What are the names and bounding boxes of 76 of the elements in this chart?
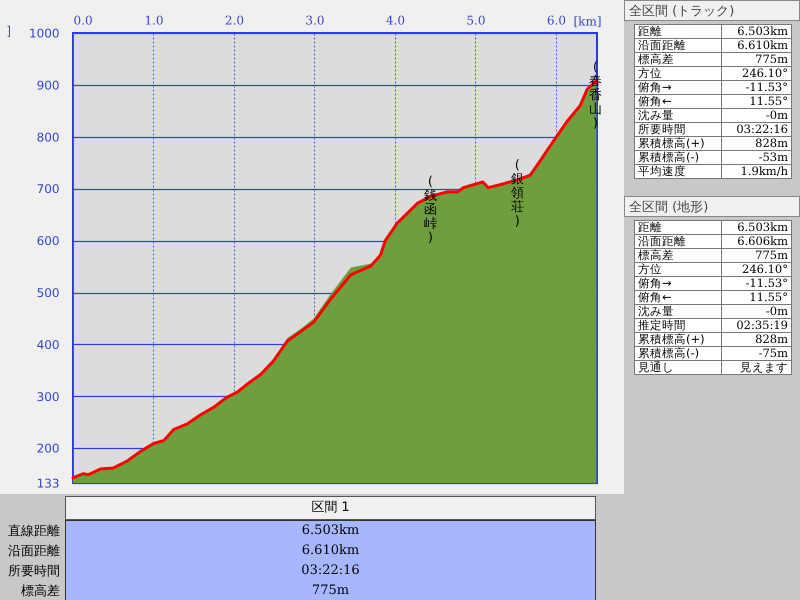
text: 見えます xyxy=(740,360,788,374)
text: -11.53° xyxy=(745,80,788,94)
category-label: 標高差 xyxy=(634,52,722,66)
text: 828m xyxy=(755,136,788,150)
category-label: 累積標高(+) xyxy=(634,136,722,150)
category-label: 沿面距離 xyxy=(634,234,722,248)
category-label: 俯角← xyxy=(634,290,722,304)
x-tick-label: 5.0 xyxy=(466,14,486,28)
text: 全区間 (地形) xyxy=(624,196,800,217)
x-tick-label: 3.0 xyxy=(305,14,325,28)
category-label: 直線距離 xyxy=(7,523,60,541)
y-axis-title: ] xyxy=(8,24,11,38)
category-label: 方位 xyxy=(634,262,722,276)
text: 区間 1 xyxy=(65,496,596,520)
y-tick-label: 800 xyxy=(36,130,60,144)
category-label: 方位 xyxy=(634,66,722,80)
text: 828m xyxy=(755,332,788,346)
category-label: 沿面距離 xyxy=(634,38,722,52)
category-label: 累積標高(-) xyxy=(634,150,722,164)
category-label: 沈み量 xyxy=(634,304,722,318)
x-tick-label: 1.0 xyxy=(144,14,164,28)
text: -11.53° xyxy=(745,276,788,290)
category-label: 沈み量 xyxy=(634,108,722,122)
x-tick-label: 6.0 xyxy=(546,14,566,28)
text: -75m xyxy=(758,346,788,360)
x-tick-label: 0.0 xyxy=(74,14,93,28)
category-label: 累積標高(+) xyxy=(634,332,722,346)
y-tick-label: 300 xyxy=(36,390,60,404)
category-label: 俯角→ xyxy=(634,276,722,290)
text: 11.55° xyxy=(749,290,788,304)
category-label: 所要時間 xyxy=(7,563,60,581)
text: -0m xyxy=(766,304,788,318)
category-label: 累積標高(-) xyxy=(634,346,722,360)
text: 03:22:16 xyxy=(736,122,788,136)
category-label: 俯角→ xyxy=(634,80,722,94)
text: 6.503km xyxy=(302,523,360,538)
text: 02:35:19 xyxy=(736,318,788,332)
y-tick-label: 400 xyxy=(36,338,60,352)
category-label: 見通し xyxy=(634,360,722,374)
text: 6.610km xyxy=(737,38,788,52)
y-tick-label: 133 xyxy=(36,476,60,490)
text: 6.610km xyxy=(302,543,360,558)
y-tick-label: 1000 xyxy=(28,26,60,40)
text: 6.503km xyxy=(737,24,788,38)
text: -53m xyxy=(758,150,788,164)
category-label: 標高差 xyxy=(634,248,722,262)
x-tick-label: 2.0 xyxy=(224,14,244,28)
category-label: 沿面距離 xyxy=(7,543,60,561)
category-label: 平均速度 xyxy=(634,164,722,178)
category-label: 俯角← xyxy=(634,94,722,108)
text: -0m xyxy=(766,108,788,122)
category-label: 距離 xyxy=(634,24,722,38)
text: 775m xyxy=(755,52,788,66)
category-label: 距離 xyxy=(634,220,722,234)
category-label: 標高差 xyxy=(20,583,60,600)
annotation: (銭函峠) xyxy=(424,174,437,246)
x-tick-label: 4.0 xyxy=(386,14,406,28)
text: 11.55° xyxy=(749,94,788,108)
text: 03:22:16 xyxy=(301,563,360,578)
annotation: (銀領荘) xyxy=(510,158,524,229)
text: 6.503km xyxy=(737,220,788,234)
y-tick-label: 600 xyxy=(36,234,60,248)
x-axis-title: [km] xyxy=(573,14,602,28)
text: 1.9km/h xyxy=(740,164,788,178)
text: 775m xyxy=(755,248,788,262)
category-label: 所要時間 xyxy=(634,122,722,136)
y-tick-label: 900 xyxy=(36,78,60,92)
text: 775m xyxy=(312,583,350,598)
y-tick-label: 200 xyxy=(36,442,60,456)
text: 全区間 (トラック) xyxy=(624,0,800,21)
text: 6.606km xyxy=(737,234,788,248)
text: 246.10° xyxy=(742,262,788,276)
category-label: 推定時間 xyxy=(634,318,722,332)
text: 246.10° xyxy=(742,66,788,80)
y-tick-label: 700 xyxy=(36,182,60,196)
y-tick-label: 500 xyxy=(36,286,60,300)
